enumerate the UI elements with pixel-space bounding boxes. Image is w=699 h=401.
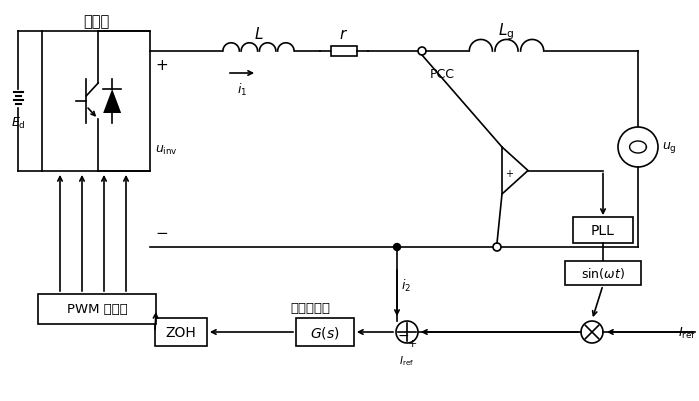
Text: +: +: [408, 338, 417, 348]
Text: $I_{\rm ref}$: $I_{\rm ref}$: [399, 353, 415, 367]
Polygon shape: [502, 148, 528, 194]
Text: $G(s)$: $G(s)$: [310, 324, 340, 340]
Text: $r$: $r$: [340, 27, 349, 42]
Bar: [38, 294, 156, 324]
Text: $L$: $L$: [254, 26, 264, 42]
Text: +: +: [505, 169, 513, 179]
Circle shape: [394, 244, 401, 251]
Text: $u_{\rm g}$: $u_{\rm g}$: [662, 140, 677, 155]
Text: $i_2$: $i_2$: [401, 277, 411, 294]
Text: PCC: PCC: [430, 68, 455, 81]
Text: −: −: [397, 328, 409, 342]
Text: +: +: [155, 59, 168, 73]
Circle shape: [618, 128, 658, 168]
Text: −: −: [155, 226, 168, 241]
Text: PLL: PLL: [591, 223, 615, 237]
Circle shape: [581, 321, 603, 343]
Bar: [42, 32, 150, 172]
Circle shape: [493, 243, 501, 251]
Bar: [573, 217, 633, 243]
Text: $u_{\rm inv}$: $u_{\rm inv}$: [155, 143, 178, 156]
Text: $E_{\rm d}$: $E_{\rm d}$: [10, 116, 25, 131]
Polygon shape: [103, 90, 121, 114]
Bar: [565, 261, 641, 285]
Text: ZOH: ZOH: [166, 325, 196, 339]
Text: PWM 发生器: PWM 发生器: [66, 303, 127, 316]
Bar: [331, 47, 357, 57]
Text: $\sin(\omega t)$: $\sin(\omega t)$: [581, 266, 625, 281]
Text: $L_{\rm g}$: $L_{\rm g}$: [498, 21, 514, 42]
Bar: [155, 318, 207, 346]
Text: 逆变器: 逆变器: [83, 14, 109, 29]
Text: $I_{\rm ref}$: $I_{\rm ref}$: [678, 325, 696, 340]
Circle shape: [396, 321, 418, 343]
Bar: [296, 318, 354, 346]
Circle shape: [418, 48, 426, 56]
Text: $i_1$: $i_1$: [237, 82, 247, 98]
Text: 电流控制器: 电流控制器: [290, 301, 330, 314]
